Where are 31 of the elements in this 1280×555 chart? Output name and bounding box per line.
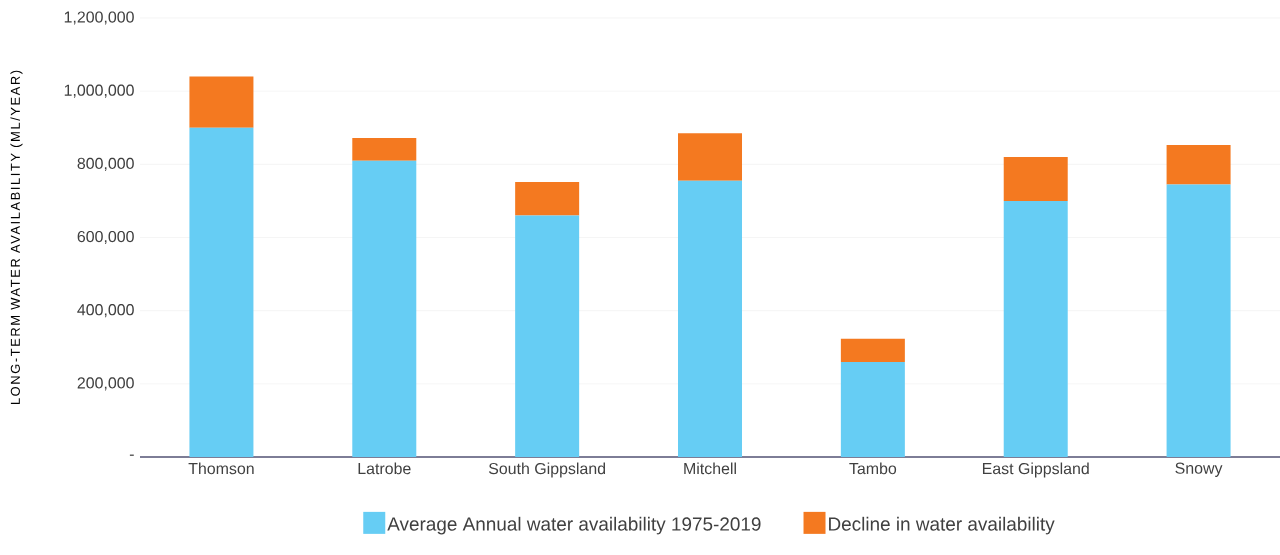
bar xyxy=(840,361,905,457)
bar xyxy=(1166,144,1231,185)
x-tick-label: Tambo xyxy=(849,462,897,475)
bar xyxy=(352,137,417,161)
y-axis-title: LONG-TERM WATER AVAILABILITY (ML/YEAR) xyxy=(10,70,23,405)
legend-label: Average Annual water availability 1975-2019 xyxy=(387,516,761,535)
y-tick-label: 400,000 xyxy=(77,304,134,318)
y-tick-label: 800,000 xyxy=(77,157,134,171)
y-tick-label: 600,000 xyxy=(77,230,134,245)
y-tick-label: 200,000 xyxy=(77,377,134,391)
x-tick-label: Latrobe xyxy=(358,462,411,475)
bar xyxy=(1003,157,1068,201)
y-tick-label: 1,000,000 xyxy=(64,84,134,98)
bar xyxy=(1003,200,1068,457)
bar xyxy=(840,338,905,362)
x-tick-label: Mitchell xyxy=(684,462,736,475)
bar xyxy=(1166,184,1231,457)
y-tick-label: 1,200,000 xyxy=(64,11,134,25)
y-tick-label: - xyxy=(129,454,134,456)
x-tick-label: East Gippsland xyxy=(982,462,1089,478)
bar xyxy=(678,180,743,457)
x-tick-label: South Gippsland xyxy=(488,462,606,478)
x-tick-label: Snowy xyxy=(1175,462,1223,477)
bar xyxy=(678,133,743,181)
bar xyxy=(515,181,580,216)
bar xyxy=(352,160,417,457)
bar xyxy=(189,76,254,128)
bar xyxy=(189,127,254,457)
bar xyxy=(515,215,580,457)
legend-label: Decline in water availability xyxy=(829,516,1055,535)
x-tick-label: Thomson xyxy=(188,462,254,475)
